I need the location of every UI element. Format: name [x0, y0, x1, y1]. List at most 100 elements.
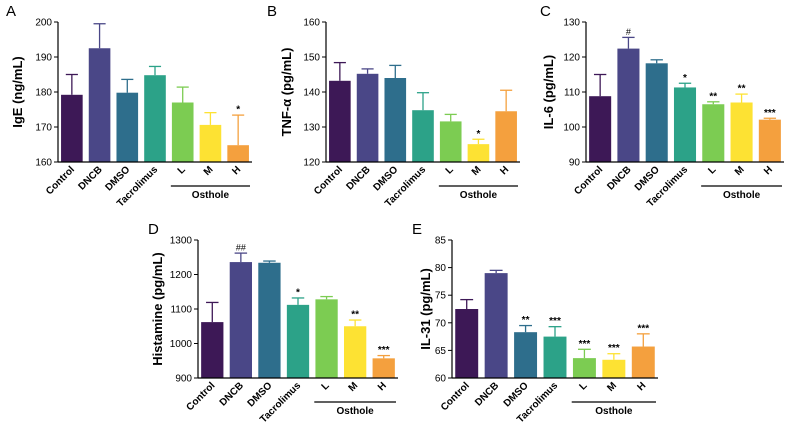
bar-dmso	[116, 92, 139, 162]
x-tick-label: L	[444, 164, 456, 176]
x-tick-label: H	[376, 380, 389, 393]
bar-control	[329, 80, 351, 162]
significance-marker: **	[351, 310, 359, 321]
bar-control	[589, 96, 612, 162]
bar-h	[631, 346, 655, 378]
y-tick-label: 1300	[170, 236, 193, 247]
bar-m	[602, 359, 626, 378]
significance-marker: **	[709, 91, 717, 102]
significance-marker: ***	[549, 316, 561, 327]
x-tick-label: L	[577, 380, 589, 392]
x-tick-label: H	[230, 164, 243, 177]
y-axis-label: Histamine (pg/mL)	[150, 252, 165, 365]
y-tick-label: 75	[435, 291, 447, 302]
x-tick-label: L	[706, 164, 718, 176]
significance-marker: **	[738, 84, 746, 95]
y-axis-label: IL-31 (pg/mL)	[418, 268, 433, 350]
y-tick-label: 100	[563, 123, 580, 134]
y-axis-label: IL-6 (pg/mL)	[541, 55, 556, 129]
x-tick-label: M	[733, 164, 747, 178]
bar-m	[344, 326, 367, 378]
panel-letter: A	[6, 3, 16, 20]
x-tick-label: H	[636, 380, 649, 393]
y-tick-label: 110	[564, 88, 580, 99]
panel-letter: E	[412, 221, 422, 238]
significance-marker: *	[236, 105, 240, 116]
significance-marker: ##	[236, 243, 246, 253]
x-tick-label: M	[470, 164, 484, 178]
group-label: Osthole	[595, 406, 633, 417]
y-tick-label: 120	[303, 158, 320, 169]
bar-dmso	[514, 332, 538, 378]
y-axis-label: TNF-α (pg/mL)	[279, 48, 294, 137]
bar-tacrolimus	[673, 87, 697, 162]
bar-dmso	[384, 78, 407, 162]
y-tick-label: 130	[563, 18, 580, 29]
y-tick-label: 1200	[170, 270, 193, 281]
significance-marker: ***	[764, 108, 776, 119]
bar-control	[61, 94, 83, 162]
y-tick-label: 60	[435, 374, 447, 385]
bar-m	[467, 144, 490, 162]
significance-marker: ***	[378, 345, 390, 356]
x-tick-label: Control	[184, 380, 217, 413]
significance-marker: #	[626, 27, 631, 37]
x-tick-label: M	[347, 380, 361, 394]
significance-marker: ***	[637, 323, 649, 334]
x-tick-label: Control	[572, 164, 605, 197]
bar-dncb	[229, 262, 252, 378]
bar-m	[199, 124, 222, 162]
bar-l	[315, 299, 338, 378]
group-label: Osthole	[337, 406, 375, 417]
y-axis-label: IgE (ng/mL)	[10, 56, 25, 128]
x-tick-label: Control	[312, 164, 345, 197]
y-tick-label: 90	[569, 158, 581, 169]
x-tick-label: H	[762, 164, 775, 177]
y-tick-label: 200	[35, 18, 52, 29]
bar-l	[171, 102, 194, 162]
x-tick-label: M	[202, 164, 216, 178]
panel-letter: B	[267, 3, 277, 20]
group-label: Osthole	[723, 190, 761, 201]
y-tick-label: 80	[435, 263, 447, 274]
significance-marker: **	[522, 315, 530, 326]
bar-tacrolimus	[144, 75, 166, 162]
bar-dmso	[645, 63, 668, 162]
y-tick-label: 70	[435, 318, 447, 329]
x-tick-label: DNCB	[605, 164, 633, 192]
bar-dncb	[356, 73, 379, 162]
x-tick-label: M	[605, 380, 619, 394]
x-tick-label: DNCB	[76, 164, 104, 192]
y-tick-label: 140	[303, 88, 320, 99]
bar-dmso	[258, 262, 281, 378]
y-tick-label: 160	[303, 18, 320, 29]
y-tick-label: 160	[35, 158, 52, 169]
y-tick-label: 65	[435, 346, 447, 357]
group-label: Osthole	[192, 190, 230, 201]
x-tick-label: DNCB	[218, 380, 246, 408]
x-tick-label: DNCB	[344, 164, 372, 192]
bar-dncb	[88, 48, 111, 162]
bar-control	[455, 309, 479, 378]
x-tick-label: H	[498, 164, 511, 177]
x-tick-label: DNCB	[473, 380, 501, 408]
bar-dncb	[617, 48, 640, 162]
chart-panel-c: CIL-6 (pg/mL)Control#DNCB DMSO*Tacrolimus…	[540, 3, 784, 209]
bar-tacrolimus	[543, 336, 567, 378]
x-tick-label: Control	[44, 164, 77, 197]
y-tick-label: 150	[303, 53, 320, 64]
significance-marker: *	[683, 73, 687, 84]
bar-m	[730, 102, 753, 162]
x-tick-label: Control	[439, 380, 472, 413]
panel-letter: D	[148, 221, 159, 238]
y-tick-label: 900	[175, 374, 192, 385]
y-tick-label: 120	[563, 53, 580, 64]
panel-letter: C	[540, 3, 551, 20]
significance-marker: ***	[579, 339, 591, 350]
y-tick-label: 170	[35, 123, 52, 134]
x-tick-label: L	[320, 380, 332, 392]
